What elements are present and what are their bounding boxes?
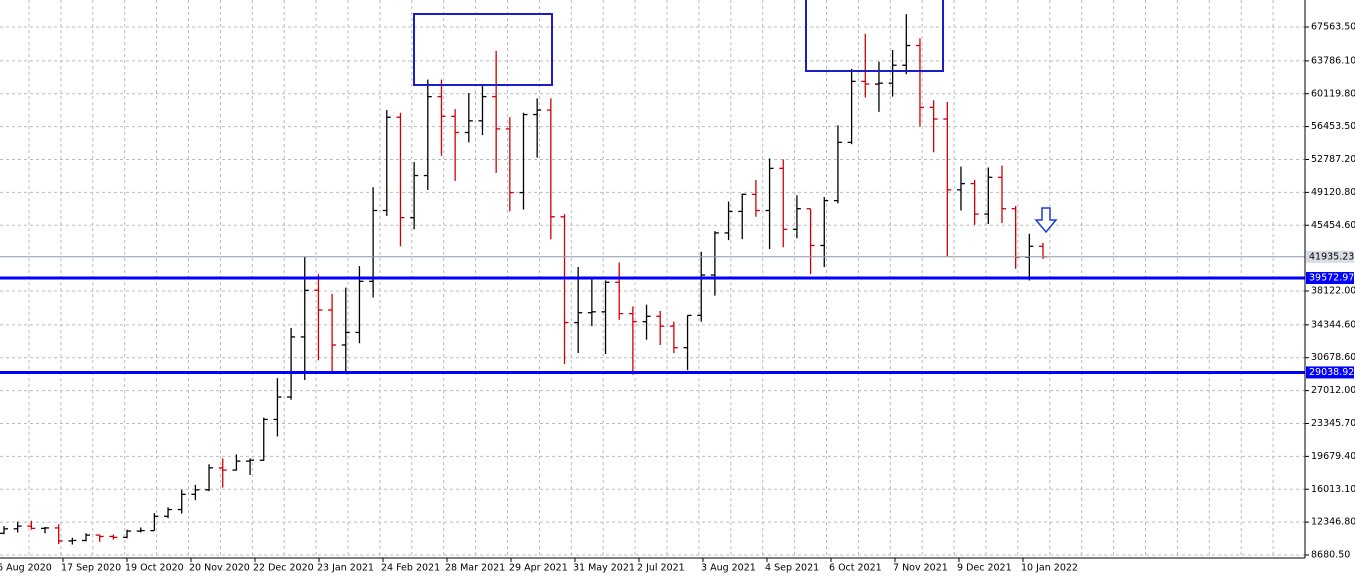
price-label: 41935.23	[1309, 251, 1354, 262]
level-label: 39572.97	[1309, 272, 1354, 283]
y-tick-label: 30678.60	[1311, 352, 1355, 363]
annotation-box	[805, 0, 944, 72]
y-tick-label: 34344.60	[1311, 319, 1355, 330]
level-label-box	[1306, 366, 1354, 379]
x-tick-label: 10 Jan 2022	[1021, 563, 1078, 574]
x-tick-label: 6 Oct 2021	[829, 563, 882, 574]
y-tick-label: 56453.50	[1311, 121, 1355, 132]
y-tick-label: 12346.80	[1311, 517, 1355, 528]
level-label: 29038.92	[1309, 367, 1354, 378]
price-label-box	[1306, 250, 1354, 263]
x-tick-label: 17 Sep 2020	[61, 563, 121, 574]
x-tick-label: 22 Dec 2020	[253, 563, 314, 574]
x-tick-label: 2 Jul 2021	[637, 563, 685, 574]
down-arrow	[1034, 207, 1058, 234]
x-tick-label: 29 Apr 2021	[509, 563, 568, 574]
x-tick-label: 24 Feb 2021	[381, 563, 440, 574]
annotation-box	[413, 13, 553, 86]
level-label-box	[1306, 271, 1354, 284]
overlay: 41935.23 39572.97 29038.92	[0, 250, 1354, 379]
x-tick-label: 3 Aug 2021	[701, 563, 756, 574]
y-tick-label: 19679.40	[1311, 451, 1355, 462]
x-tick-label: 28 Mar 2021	[445, 563, 505, 574]
y-tick-label: 60119.80	[1311, 88, 1355, 99]
bars	[0, 14, 1047, 545]
x-tick-label: 31 May 2021	[573, 563, 635, 574]
y-tick-label: 45454.60	[1311, 220, 1355, 231]
x-tick-label: 19 Oct 2020	[125, 563, 184, 574]
x-tick-label: 20 Nov 2020	[189, 563, 250, 574]
x-tick-label: 23 Jan 2021	[317, 563, 374, 574]
x-tick-label: 4 Sep 2021	[765, 563, 819, 574]
y-tick-label: 23345.70	[1311, 418, 1355, 429]
y-tick-label: 27012.00	[1311, 385, 1355, 396]
y-tick-label: 49120.80	[1311, 187, 1355, 198]
y-tick-label: 63786.10	[1311, 55, 1355, 66]
y-tick-label: 67563.50	[1311, 22, 1355, 33]
x-tick-label: 7 Nov 2021	[893, 563, 948, 574]
x-tick-label: 9 Dec 2021	[957, 563, 1012, 574]
x-tick-label: 6 Aug 2020	[0, 563, 52, 574]
y-tick-label: 8680.50	[1311, 550, 1350, 561]
y-tick-label: 38122.00	[1311, 286, 1355, 297]
y-tick-label: 16013.10	[1311, 484, 1355, 495]
y-tick-label: 52787.20	[1311, 154, 1355, 165]
